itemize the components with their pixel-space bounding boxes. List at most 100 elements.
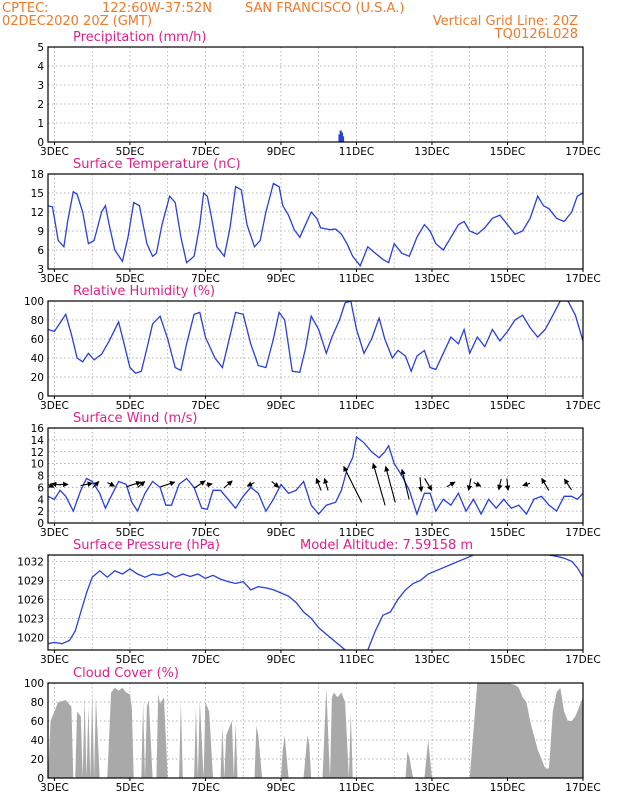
wind-arrow <box>206 482 213 488</box>
header-coordinates: 122:60W-37:52N <box>102 1 212 16</box>
y-tick-label: 5 <box>37 42 44 54</box>
x-tick-label: 7DEC <box>191 782 220 794</box>
wind-arrow <box>194 480 206 489</box>
y-tick-label: 8 <box>37 471 44 483</box>
x-tick-label: 3DEC <box>40 527 69 539</box>
wind-arrow <box>92 481 100 488</box>
x-tick-label: 15DEC <box>490 146 525 158</box>
x-tick-label: 13DEC <box>414 400 449 412</box>
x-tick-label: 9DEC <box>267 146 296 158</box>
y-tick-label: 3 <box>37 264 44 276</box>
x-tick-label: 11DEC <box>339 782 374 794</box>
temperature-line <box>48 182 583 268</box>
precipitation-title: Precipitation (mm/h) <box>73 30 206 45</box>
x-tick-label: 17DEC <box>565 273 600 285</box>
x-tick-label: 13DEC <box>414 146 449 158</box>
y-tick-label: 100 <box>24 678 44 690</box>
y-tick-label: 6 <box>37 482 44 494</box>
precipitation-frame <box>47 46 584 143</box>
x-tick-label: 15DEC <box>490 782 525 794</box>
wind-arrow <box>160 480 176 488</box>
wind-frame <box>47 427 584 524</box>
wind-arrow <box>400 468 410 500</box>
wind-arrow <box>323 477 329 491</box>
y-tick-label: 12 <box>31 207 44 219</box>
y-tick-label: 60 <box>31 334 44 346</box>
precipitation-plot-area <box>338 130 345 142</box>
y-tick-label: 1023 <box>17 613 44 625</box>
x-tick-label: 5DEC <box>116 782 145 794</box>
temperature-frame <box>47 173 584 270</box>
cloud-cover-plot-area <box>48 683 583 778</box>
wind-arrow <box>466 478 473 491</box>
y-tick-label: 4 <box>37 494 44 506</box>
x-tick-label: 13DEC <box>414 782 449 794</box>
model-altitude-label: Model Altitude: 7.59158 m <box>300 538 473 553</box>
header: CPTEC: 122:60W-37:52N SAN FRANCISCO (U.S… <box>2 1 578 42</box>
wind-arrow <box>473 481 482 487</box>
y-tick-label: 1032 <box>17 556 44 568</box>
pressure-frame <box>47 554 584 651</box>
wind-arrow <box>107 481 116 487</box>
wind-arrow <box>418 477 424 493</box>
x-tick-label: 9DEC <box>267 782 296 794</box>
header-location: SAN FRANCISCO (U.S.A.) <box>245 1 404 16</box>
x-tick-label: 9DEC <box>267 273 296 285</box>
y-tick-label: 20 <box>31 372 44 384</box>
humidity-line <box>48 301 583 374</box>
x-tick-label: 3DEC <box>40 400 69 412</box>
wind-arrow <box>371 462 386 506</box>
y-tick-label: 10 <box>31 459 44 471</box>
header-vertical-grid-note: Vertical Grid Line: 20Z <box>433 14 578 29</box>
y-tick-label: 20 <box>31 754 44 766</box>
wind-arrow <box>80 481 94 487</box>
wind-arrow <box>223 480 233 489</box>
header-model-id: TQ0126L028 <box>494 27 578 42</box>
cloud-cover-title: Cloud Cover (%) <box>73 666 179 681</box>
precipitation-bar <box>340 132 343 142</box>
x-tick-label: 11DEC <box>339 273 374 285</box>
x-tick-label: 17DEC <box>565 527 600 539</box>
y-tick-label: 1 <box>37 118 44 130</box>
y-tick-label: 18 <box>31 169 44 181</box>
y-tick-label: 3 <box>37 80 44 92</box>
wind-arrow <box>126 480 142 488</box>
x-tick-label: 3DEC <box>40 782 69 794</box>
wind-arrow <box>522 481 531 487</box>
pressure-title: Surface Pressure (hPa) <box>73 538 220 553</box>
y-tick-label: 1029 <box>17 575 44 587</box>
y-tick-label: 80 <box>31 697 44 709</box>
wind-plot-area <box>48 435 583 517</box>
y-tick-label: 1020 <box>17 632 44 644</box>
y-tick-label: 40 <box>31 735 44 747</box>
humidity-panel: 0 20 40 60 80 100 3DEC 5DEC 7DEC 9DEC 11DEC 13DEC 15… <box>24 284 601 412</box>
cloud-cover-area <box>48 683 583 778</box>
y-tick-label: 80 <box>31 315 44 327</box>
humidity-plot-area <box>48 301 583 374</box>
wind-arrow <box>271 480 280 488</box>
wind-arrow <box>50 481 62 488</box>
y-tick-label: 100 <box>24 296 44 308</box>
y-tick-label: 2 <box>37 99 44 111</box>
y-tick-label: 9 <box>37 226 44 238</box>
x-tick-label: 11DEC <box>339 400 374 412</box>
x-tick-label: 13DEC <box>414 527 449 539</box>
pressure-plot-area <box>48 555 583 650</box>
y-tick-label: 0 <box>37 137 44 149</box>
y-tick-label: 2 <box>37 506 44 518</box>
y-tick-label: 1026 <box>17 594 44 606</box>
y-tick-label: 0 <box>37 391 44 403</box>
wind-arrow <box>446 481 456 488</box>
x-tick-label: 15DEC <box>490 654 525 666</box>
x-tick-label: 7DEC <box>191 654 220 666</box>
x-tick-label: 9DEC <box>267 527 296 539</box>
y-tick-label: 14 <box>31 435 45 447</box>
wind-line <box>48 435 583 517</box>
wind-arrow <box>343 465 363 503</box>
wind-arrow <box>541 477 550 491</box>
pressure-panel: 1020 1023 1026 1029 1032 3DEC 5DEC 7DEC 9DEC 11DE… <box>17 538 600 666</box>
header-run-time: 02DEC2020 20Z (GMT) <box>2 14 152 29</box>
x-tick-label: 13DEC <box>414 654 449 666</box>
y-tick-label: 15 <box>31 188 44 200</box>
